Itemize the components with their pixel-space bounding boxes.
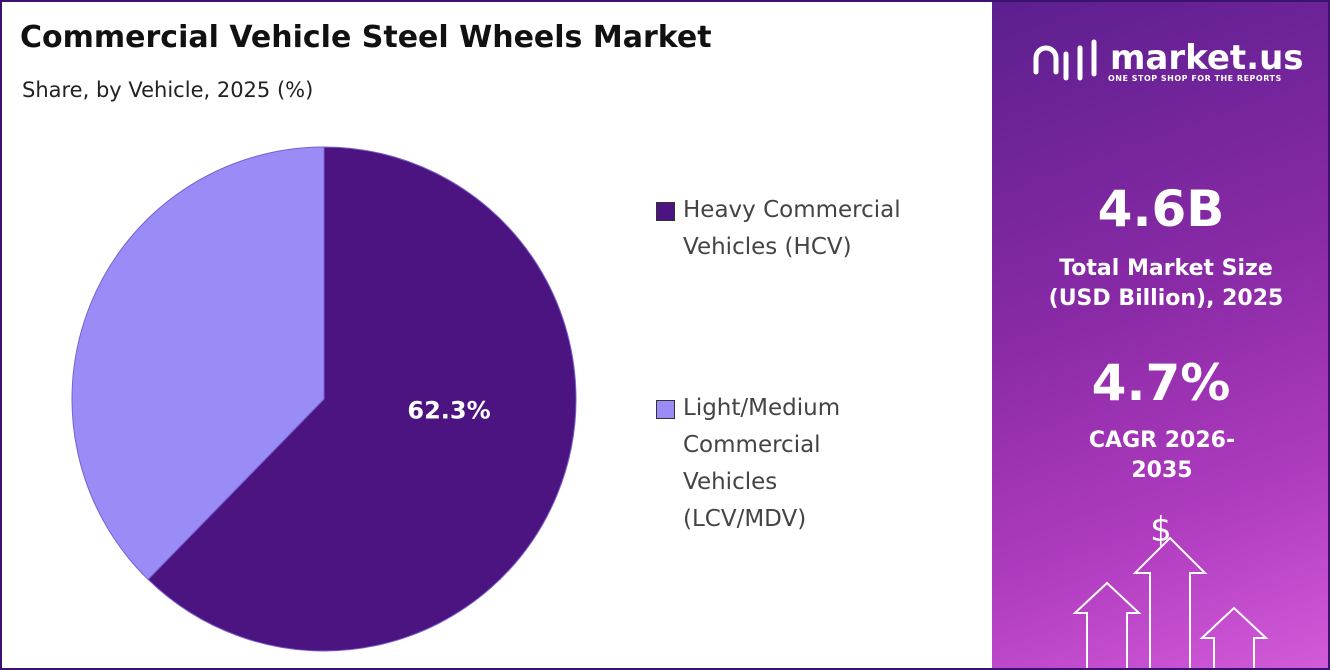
- market-size: 4.6B: [1097, 180, 1225, 238]
- logo: market.us: [1110, 38, 1304, 78]
- chart: 62.3%: [71, 146, 577, 652]
- legend-label: Light/Medium Commercial Vehicles (LCV/MD…: [683, 395, 841, 532]
- pie-slice: [71, 146, 325, 581]
- chart-title: Commercial Vehicle Steel Wheels Market: [20, 20, 712, 55]
- chart-subtitle: Share, by Vehicle, 2025 (%): [22, 78, 314, 102]
- legend-swatch: [656, 202, 675, 221]
- currency-icon: $: [1150, 510, 1172, 550]
- cagr-label: CAGR 2026-2035: [1088, 428, 1236, 483]
- logo-tagline: ONE STOP SHOP FOR THE REPORTS: [1108, 74, 1282, 83]
- legend-item: Light/Medium Commercial Vehicles (LCV/MD…: [656, 390, 873, 538]
- legend-label: Heavy Commercial Vehicles (HCV): [683, 197, 901, 260]
- legend-swatch: [656, 400, 675, 419]
- info-panel: market.us ONE STOP SHOP FOR THE REPORTS …: [992, 2, 1328, 668]
- market-size-label: Total Market Size (USD Billion), 2025: [1048, 256, 1284, 311]
- legend-item: Heavy Commercial Vehicles (HCV): [656, 192, 933, 266]
- cagr: 4.7%: [1091, 354, 1231, 412]
- pie-slice: [147, 146, 577, 652]
- panel-decoration: [1033, 39, 1269, 668]
- data-label: 62.3%: [407, 397, 490, 425]
